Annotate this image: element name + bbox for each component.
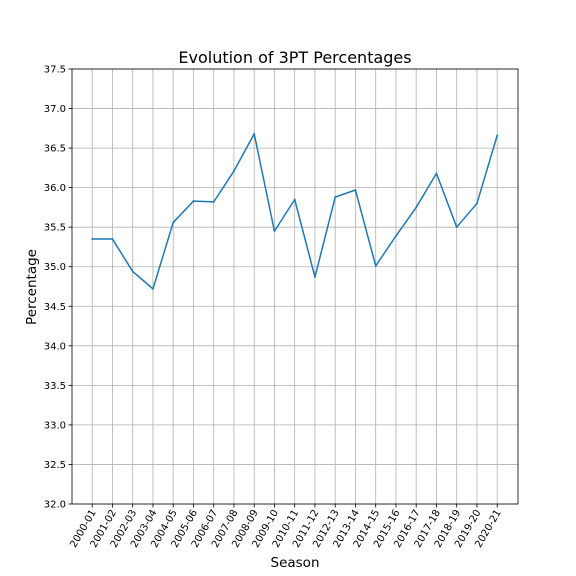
- y-tick-label: 32.5: [44, 460, 66, 471]
- y-tick-label: 34.0: [44, 341, 66, 352]
- data-point: [273, 230, 276, 233]
- y-tick-label: 37.5: [44, 65, 66, 76]
- y-tick-label: 37.0: [44, 104, 66, 115]
- y-tick-label: 33.0: [44, 420, 66, 431]
- data-point: [212, 200, 215, 203]
- y-tick-label: 35.0: [44, 262, 66, 273]
- data-point: [476, 202, 478, 205]
- y-tick-label: 32.0: [44, 500, 66, 511]
- y-axis: 32.0 32.5 33.0 33.5 34.0 34.5 35.0 35.5 36.0 36.5…: [44, 65, 72, 511]
- data-point: [233, 170, 235, 172]
- data-point: [152, 287, 154, 290]
- data-point: [192, 200, 195, 202]
- y-tick-label: 33.5: [44, 381, 66, 392]
- data-point: [374, 265, 377, 267]
- data-point: [334, 196, 337, 199]
- chart-title: Evolution of 3PT Percentages: [178, 48, 411, 67]
- series-layer: [91, 132, 499, 290]
- data-point: [496, 134, 499, 137]
- data-point: [415, 206, 418, 209]
- y-tick-label: 36.0: [44, 183, 66, 194]
- y-axis-label: Percentage: [24, 249, 40, 325]
- data-point: [293, 198, 296, 201]
- data-point: [395, 234, 397, 237]
- data-point: [314, 276, 316, 278]
- data-point: [435, 172, 438, 175]
- y-tick-label: 34.5: [44, 302, 66, 313]
- data-point: [253, 132, 256, 135]
- y-tick-label: 35.5: [44, 223, 66, 234]
- data-point: [172, 221, 175, 224]
- data-point: [455, 226, 458, 229]
- data-point: [131, 270, 134, 273]
- data-point: [111, 238, 114, 240]
- x-axis-label: Season: [271, 555, 320, 571]
- y-tick-label: 36.5: [44, 144, 66, 155]
- data-point: [91, 238, 94, 240]
- data-point: [354, 189, 357, 191]
